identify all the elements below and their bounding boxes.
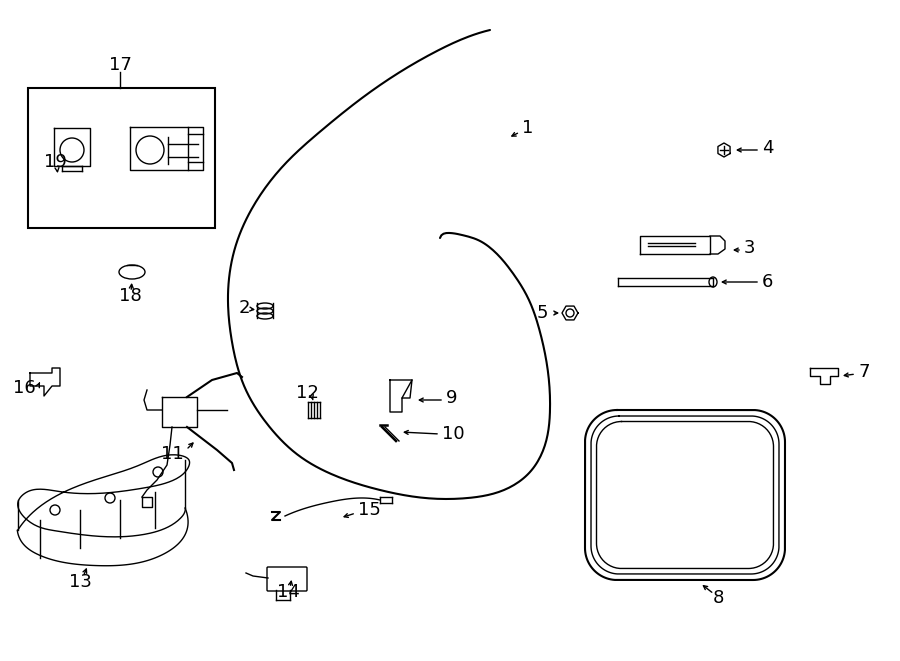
Text: 15: 15	[358, 501, 381, 519]
Text: 8: 8	[712, 589, 724, 607]
Text: 14: 14	[276, 583, 300, 601]
Text: 10: 10	[442, 425, 464, 443]
Text: 16: 16	[14, 379, 36, 397]
Text: 3: 3	[744, 239, 755, 257]
Text: 4: 4	[762, 139, 773, 157]
Text: 12: 12	[295, 384, 319, 402]
Text: 9: 9	[446, 389, 457, 407]
Text: 7: 7	[858, 363, 869, 381]
Bar	[28, 88, 215, 228]
Text: 11: 11	[161, 445, 184, 463]
Text: 13: 13	[68, 573, 92, 591]
Text: 5: 5	[536, 304, 548, 322]
Text: 1: 1	[522, 119, 534, 137]
Text: 2: 2	[238, 299, 250, 317]
Text: 19: 19	[43, 153, 67, 171]
Text: 18: 18	[119, 287, 141, 305]
Text: 17: 17	[109, 56, 131, 74]
Text: 6: 6	[762, 273, 773, 291]
